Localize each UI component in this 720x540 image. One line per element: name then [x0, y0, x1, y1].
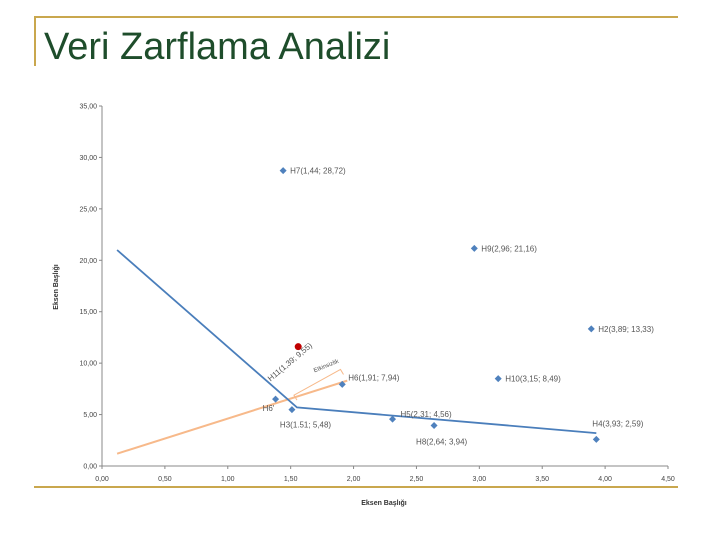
- left-rule: [34, 16, 36, 66]
- x-tick-label: 3,50: [535, 476, 549, 483]
- data-point-label: H2(3,89; 13,33): [598, 325, 654, 334]
- y-tick-label: 20,00: [79, 258, 97, 265]
- data-point: [587, 325, 595, 333]
- data-point: [389, 415, 397, 423]
- efficiency-frontier-line: [116, 249, 597, 434]
- data-point: [430, 421, 438, 429]
- data-point-label: H5(2,31; 4,56): [401, 410, 452, 419]
- data-point: [592, 435, 600, 443]
- y-tick-label: 15,00: [79, 309, 97, 316]
- x-tick-label: 4,00: [598, 476, 612, 483]
- data-point: [338, 380, 346, 388]
- data-point-label: H6': [263, 404, 275, 413]
- x-tick-label: 2,00: [347, 476, 361, 483]
- chart-axes: 0,00 5,00 10,00 15,00 20,00 25,00 30,00 35,00 0,…: [79, 104, 674, 484]
- y-tick-label: 30,00: [79, 155, 97, 162]
- data-point-label: H10(3,15; 8,49): [505, 375, 561, 384]
- highlighted-data-point: [294, 343, 302, 351]
- data-point: [279, 167, 287, 175]
- y-tick-label: 5,00: [83, 412, 97, 419]
- data-point: [288, 406, 296, 414]
- data-point-label: H4(3,93; 2,59): [592, 419, 643, 428]
- data-point-label: H7(1,44; 28,72): [290, 167, 346, 176]
- y-axis-title: Eksen Başlığı: [53, 264, 60, 310]
- chart-marks: H7(1,44; 28,72) H9(2,96; 21,16) H2(3,89; 1…: [263, 167, 655, 447]
- data-point-label: H9(2,96; 21,16): [481, 244, 537, 253]
- data-point-label: H8(2,64; 3,94): [416, 437, 467, 446]
- data-point: [272, 395, 280, 403]
- x-tick-label: 1,00: [221, 476, 235, 483]
- y-tick-label: 10,00: [79, 361, 97, 368]
- x-tick-label: 2,50: [410, 476, 424, 483]
- chart-lines: Etkinsizlik: [116, 249, 597, 455]
- inefficiency-bracket: [293, 368, 344, 401]
- x-tick-label: 3,00: [473, 476, 487, 483]
- y-tick-label: 0,00: [83, 464, 97, 471]
- y-tick-label: 25,00: [79, 206, 97, 213]
- y-tick-label: 35,00: [79, 104, 97, 111]
- x-axis-title: Eksen Başlığı: [361, 500, 407, 507]
- x-tick-label: 0,00: [95, 476, 109, 483]
- data-point-label: H3(1.51; 5,48): [280, 421, 331, 430]
- data-point: [470, 244, 478, 252]
- x-tick-label: 4,50: [661, 476, 675, 483]
- x-tick-label: 1,50: [284, 476, 298, 483]
- slide-title: Veri Zarflama Analizi: [44, 26, 391, 68]
- data-point-label: H6(1,91; 7,94): [348, 373, 399, 382]
- top-rule: [34, 16, 678, 18]
- bottom-rule: [34, 486, 678, 488]
- data-point: [494, 375, 502, 383]
- x-tick-label: 0,50: [158, 476, 172, 483]
- highlighted-point-label: H11(1,39; 9,55): [266, 341, 314, 383]
- projection-ray-line: [116, 379, 348, 455]
